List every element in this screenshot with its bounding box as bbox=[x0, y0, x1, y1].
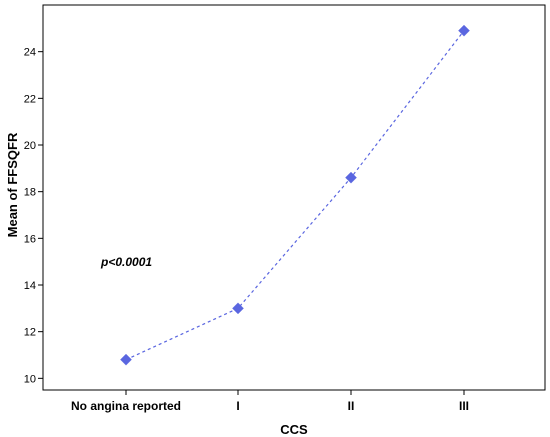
plot-area bbox=[42, 4, 546, 391]
y-axis-title: Mean of FFSQFR bbox=[5, 132, 20, 237]
data-point bbox=[120, 353, 132, 366]
data-point bbox=[232, 302, 244, 315]
y-tick-label: 20 bbox=[24, 140, 36, 152]
series-layer bbox=[120, 24, 470, 366]
y-tick-label: 10 bbox=[24, 373, 36, 385]
x-axis-title: CCS bbox=[280, 422, 308, 437]
y-tick-label: 18 bbox=[24, 187, 36, 199]
y-tick-label: 24 bbox=[24, 47, 36, 59]
y-tick-label: 22 bbox=[24, 93, 36, 105]
y-axis-ticks: 10 12 14 16 18 20 22 24 bbox=[24, 47, 43, 385]
y-tick-label: 12 bbox=[24, 327, 36, 339]
x-axis-ticks: No angina reported I II III bbox=[71, 390, 469, 413]
plot-border bbox=[42, 4, 546, 391]
series-line bbox=[125, 30, 465, 361]
x-tick-label: II bbox=[348, 399, 355, 413]
x-tick-label: III bbox=[459, 399, 469, 413]
x-tick-label: I bbox=[236, 399, 239, 413]
y-tick-label: 16 bbox=[24, 233, 36, 245]
data-point bbox=[345, 171, 357, 184]
x-tick-label: No angina reported bbox=[71, 399, 181, 413]
p-value-annotation: p<0.0001 bbox=[100, 255, 152, 269]
y-tick-label: 14 bbox=[24, 280, 36, 292]
data-point bbox=[458, 24, 470, 37]
